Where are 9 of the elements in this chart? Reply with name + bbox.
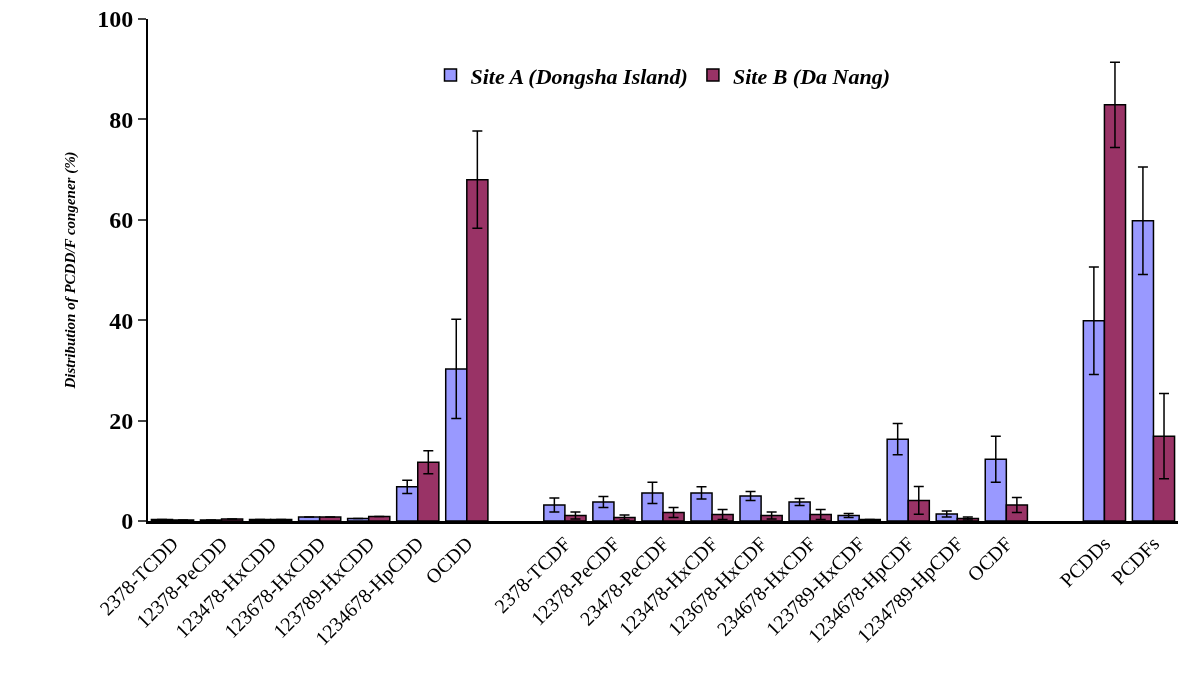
y-tick-label: 40 — [109, 307, 134, 334]
y-axis-title: Distribution of PCDD/F congener (%) — [61, 151, 79, 390]
y-tick-label: 60 — [109, 207, 134, 234]
legend-label: Site A (Dongsha Island) — [470, 63, 688, 89]
y-tick-label: 20 — [109, 408, 134, 434]
y-tick-label: 0 — [121, 508, 134, 535]
legend-label: Site B (Da Nang) — [732, 63, 890, 89]
y-tick-label: 100 — [97, 6, 134, 33]
y-tick-label: 80 — [109, 106, 134, 133]
